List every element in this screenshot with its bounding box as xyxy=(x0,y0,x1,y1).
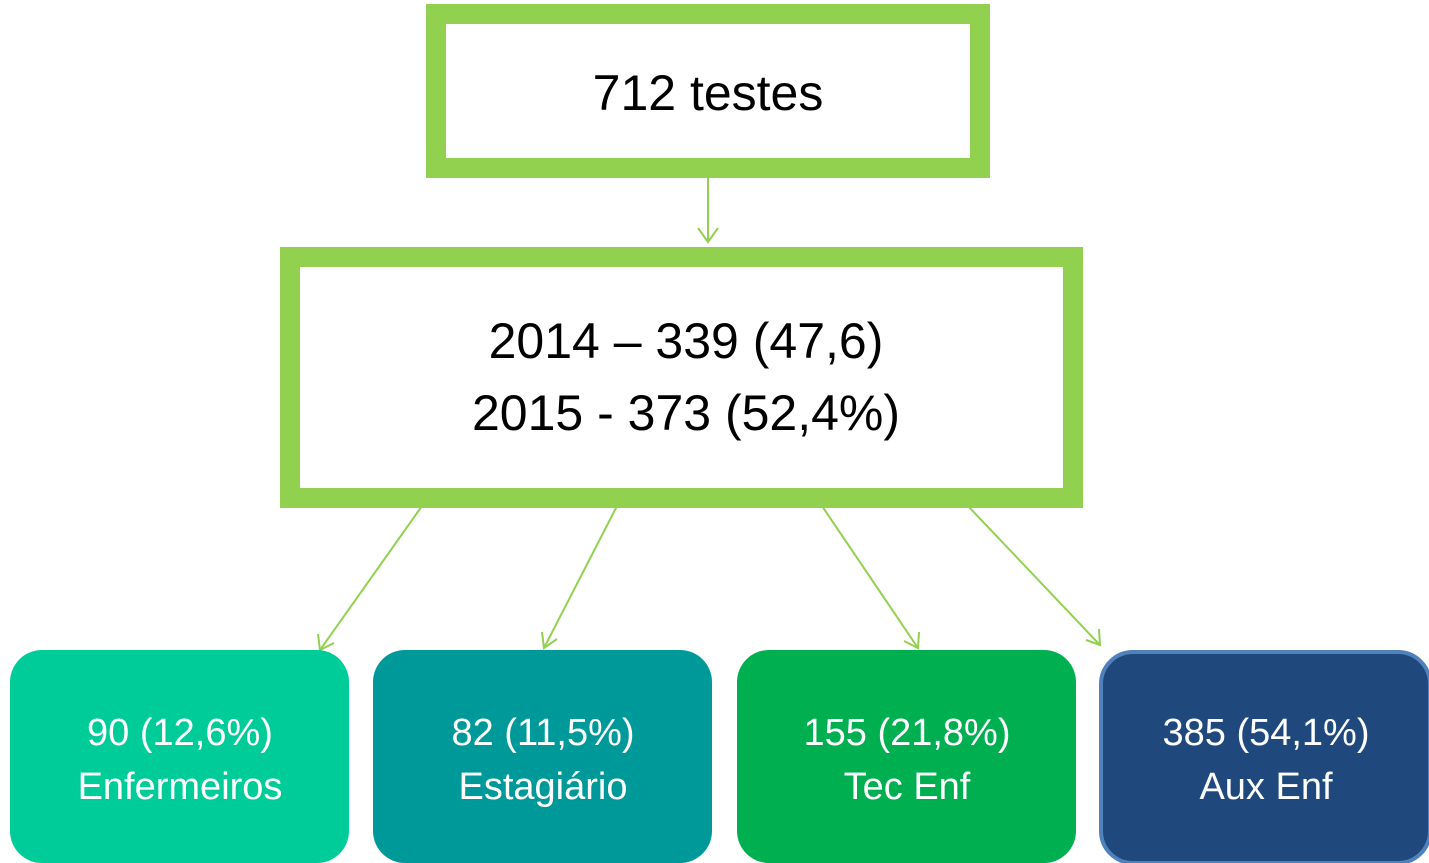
arrowhead xyxy=(697,227,719,244)
top-box xyxy=(426,4,990,178)
arrowhead xyxy=(541,631,558,650)
arrow xyxy=(967,505,1101,646)
node-label: 712 testes xyxy=(593,65,824,121)
arrowhead xyxy=(903,631,920,650)
connectors xyxy=(317,178,1102,652)
node-label: 2014 – 339 (47,6) xyxy=(489,313,884,369)
node-label: Tec Enf xyxy=(844,766,971,808)
node-label: Aux Enf xyxy=(1199,766,1333,808)
node-label: 155 (21,8%) xyxy=(803,712,1010,754)
arrowhead xyxy=(317,633,335,652)
node-label: Enfermeiros xyxy=(78,766,283,808)
arrowhead xyxy=(1085,628,1102,647)
node-label: 2015 - 373 (52,4%) xyxy=(472,385,900,441)
box-enfermeiros xyxy=(10,650,349,863)
node-label: Estagiário xyxy=(459,766,628,808)
node-label: 90 (12,6%) xyxy=(87,712,273,754)
arrow xyxy=(821,505,919,649)
middle-box xyxy=(280,247,1083,508)
arrow xyxy=(319,505,423,651)
arrow xyxy=(543,505,618,649)
node-label: 82 (11,5%) xyxy=(451,712,634,754)
box-aux-enf xyxy=(1099,650,1429,863)
box-tec-enf xyxy=(737,650,1076,863)
node-label: 385 (54,1%) xyxy=(1162,712,1369,754)
box-estagiario xyxy=(373,650,712,863)
